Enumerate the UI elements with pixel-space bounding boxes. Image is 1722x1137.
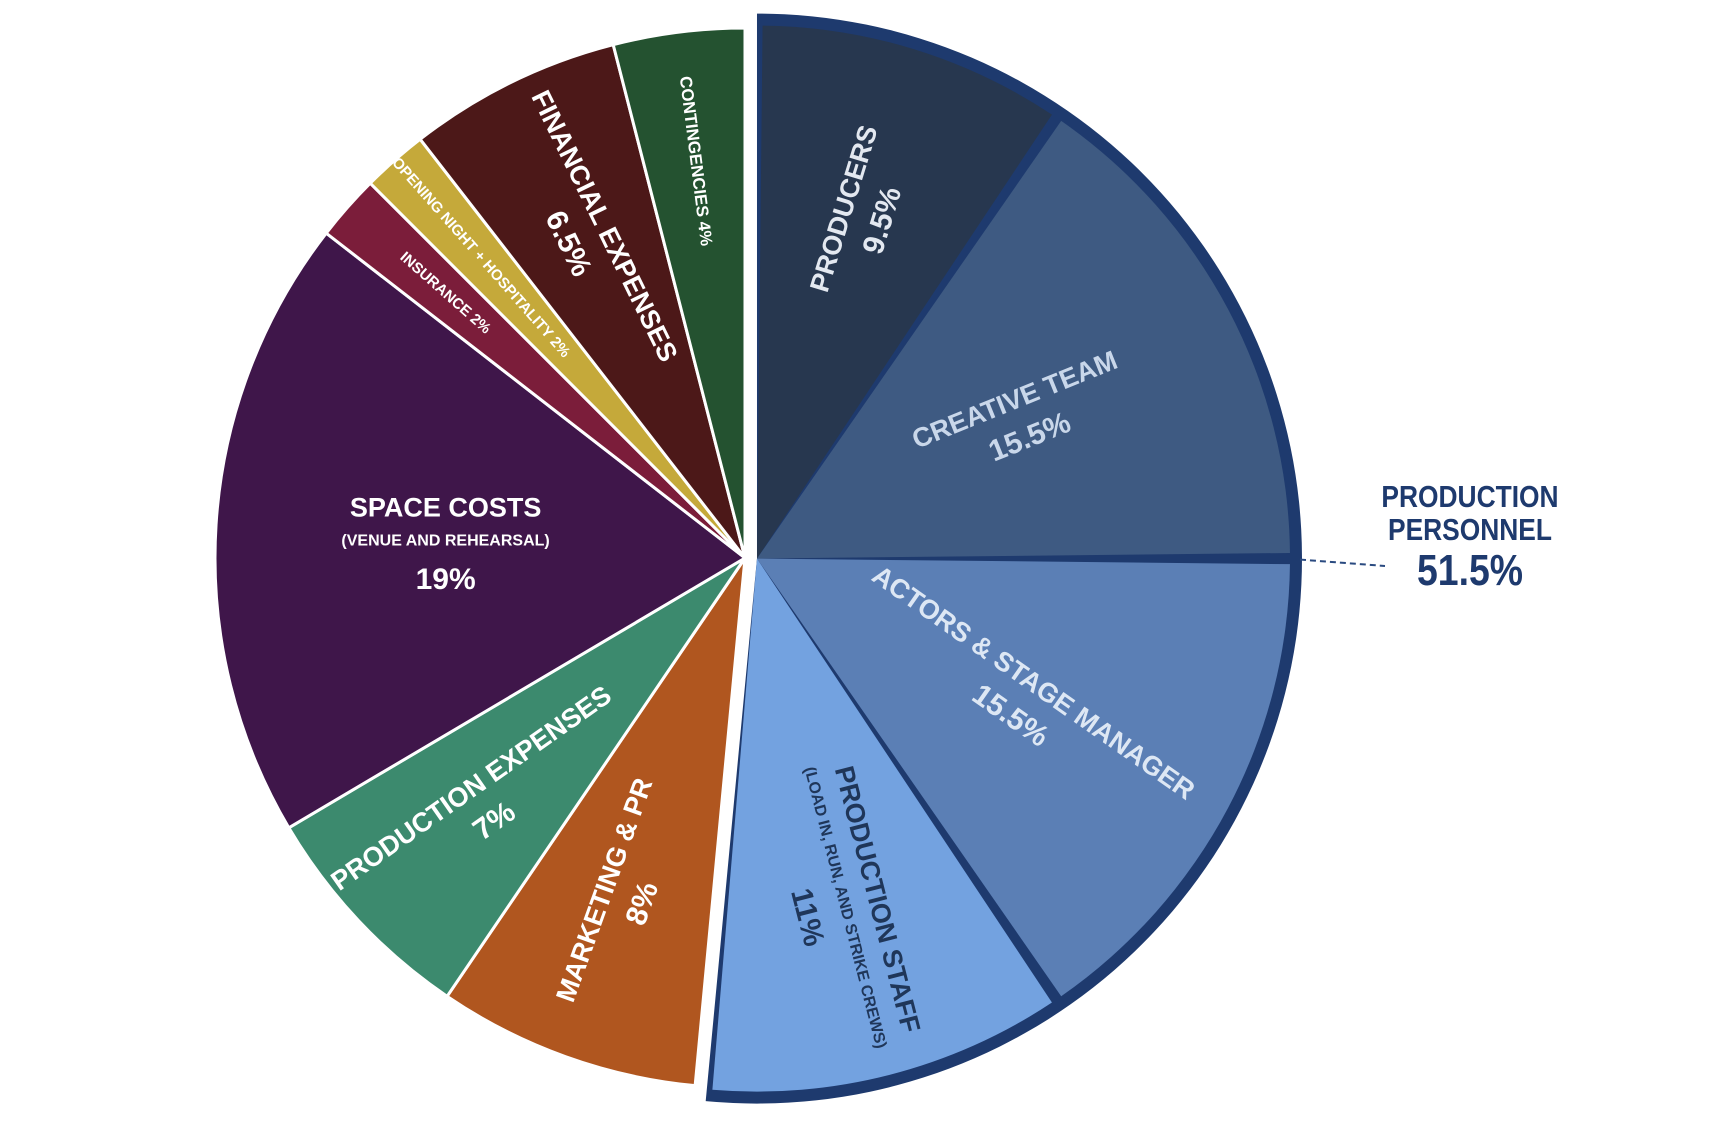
production-personnel-callout: PRODUCTION PERSONNEL 51.5% bbox=[1360, 480, 1580, 596]
slice-production-staff bbox=[712, 558, 1052, 1092]
slice-value-text: 19% bbox=[416, 563, 476, 596]
slice-space-costs bbox=[213, 231, 748, 830]
slice-actors-stage-manager bbox=[756, 558, 1290, 997]
slice-production-expenses bbox=[286, 556, 747, 999]
slice-marketing-pr bbox=[445, 557, 747, 1088]
group-name-line1: PRODUCTION bbox=[1381, 479, 1559, 514]
slice-creative-team bbox=[756, 120, 1290, 559]
slice-contingencies bbox=[611, 26, 747, 559]
label-space-costs: SPACE COSTS (VENUE AND REHEARSAL) 19% bbox=[341, 492, 549, 596]
group-percentage: 51.5% bbox=[1416, 546, 1524, 595]
group-name-line2: PERSONNEL bbox=[1388, 512, 1552, 547]
callout-connector bbox=[1299, 558, 1386, 567]
slice-producers bbox=[756, 25, 1052, 559]
slice-sublabel-text: (VENUE AND REHEARSAL) bbox=[341, 532, 549, 549]
slice-label-text: SPACE COSTS bbox=[350, 492, 542, 522]
slice-financial-expenses bbox=[418, 42, 747, 559]
